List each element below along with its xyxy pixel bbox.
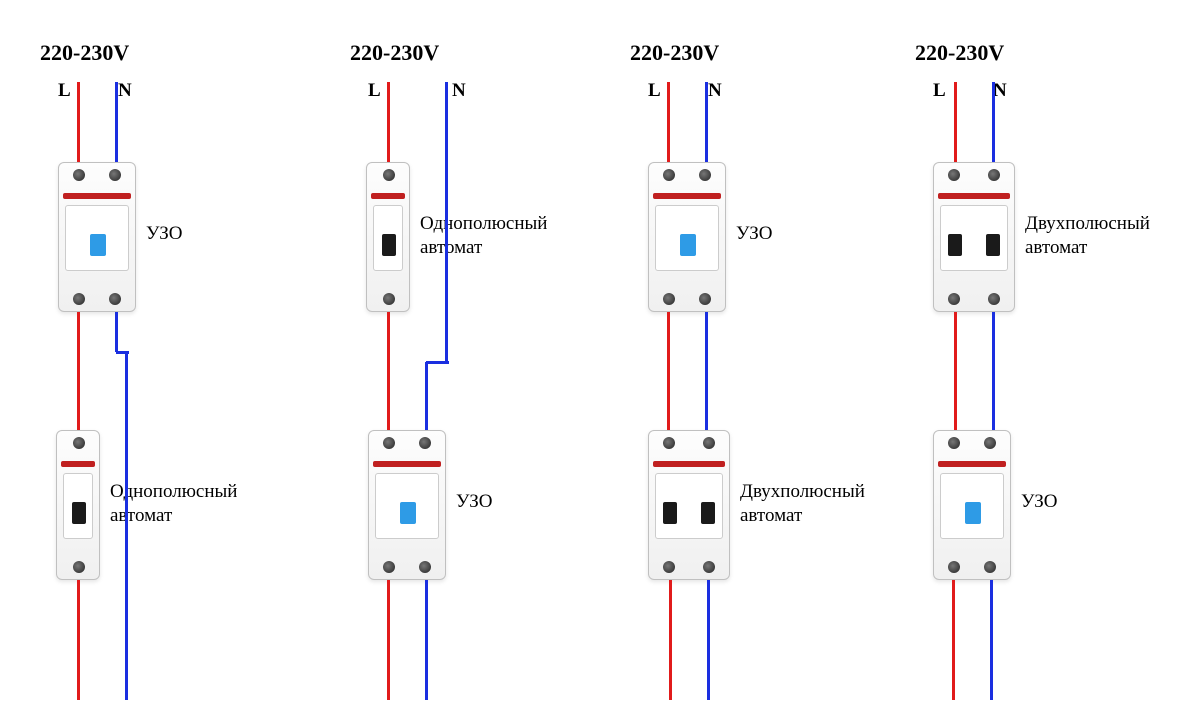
voltage-label: 220-230V	[350, 40, 439, 66]
wiring-scheme-2: 220-230V L N Однополюсный автомат УЗО	[330, 40, 620, 700]
bottom-device-label: Однополюсный автомат	[110, 480, 237, 528]
wire-N-mid	[992, 312, 995, 430]
wire-L-in	[954, 82, 957, 162]
top-device-label: УЗО	[736, 222, 772, 246]
wire-N-out	[425, 580, 428, 700]
wire-L-mid	[954, 312, 957, 430]
wire-L-in	[77, 82, 80, 162]
wire-N-in	[705, 82, 708, 162]
wire-L-out	[952, 580, 955, 700]
wire-L-out	[387, 580, 390, 700]
wire-N-mid	[705, 312, 708, 430]
mcb-2p-device	[648, 430, 730, 580]
wire-L-out	[669, 580, 672, 700]
bottom-device-label: Двухполюсный автомат	[740, 480, 865, 528]
rcd-lever	[400, 502, 416, 524]
mcb-lever	[72, 502, 86, 524]
wire-L-out	[77, 580, 80, 700]
rcd-device	[368, 430, 446, 580]
wire-N-into-uzo	[425, 362, 428, 430]
terminal-L-label: L	[648, 80, 661, 102]
top-device-label: УЗО	[146, 222, 182, 246]
mcb-lever	[382, 234, 396, 256]
mcb-1p-device	[366, 162, 410, 312]
wire-N-in	[115, 82, 118, 162]
voltage-label: 220-230V	[630, 40, 719, 66]
terminal-L-label: L	[368, 80, 381, 102]
terminal-N-label: N	[993, 80, 1007, 102]
rcd-lever	[965, 502, 981, 524]
wire-N-out	[707, 580, 710, 700]
wire-N-jog	[426, 361, 449, 364]
rcd-device	[933, 430, 1011, 580]
wire-N-in	[992, 82, 995, 162]
wire-N-mid1	[115, 312, 118, 352]
bottom-device-label: УЗО	[1021, 490, 1057, 514]
rcd-device	[648, 162, 726, 312]
top-device-label: Однополюсный автомат	[420, 212, 547, 260]
wiring-scheme-3: 220-230V L N УЗО Двухполюсный автомат	[610, 40, 900, 700]
wire-L-mid	[387, 312, 390, 430]
top-device-label: Двухполюсный автомат	[1025, 212, 1150, 260]
rcd-device	[58, 162, 136, 312]
rcd-lever	[680, 234, 696, 256]
wire-L-mid	[667, 312, 670, 430]
wiring-scheme-4: 220-230V L N Двухполюсный автомат УЗО	[895, 40, 1185, 700]
terminal-L-label: L	[58, 80, 71, 102]
wire-N-bypass	[125, 352, 128, 700]
rcd-lever	[90, 234, 106, 256]
wire-L-mid	[77, 312, 80, 430]
wire-L-in	[387, 82, 390, 162]
terminal-N-label: N	[118, 80, 132, 102]
bottom-device-label: УЗО	[456, 490, 492, 514]
wiring-scheme-1: 220-230V L N УЗО Однополюсный автомат	[20, 40, 310, 700]
terminal-N-label: N	[452, 80, 466, 102]
mcb-1p-device	[56, 430, 100, 580]
terminal-N-label: N	[708, 80, 722, 102]
voltage-label: 220-230V	[915, 40, 1004, 66]
voltage-label: 220-230V	[40, 40, 129, 66]
wire-L-in	[667, 82, 670, 162]
wire-N-in	[445, 82, 448, 362]
terminal-L-label: L	[933, 80, 946, 102]
mcb-2p-device	[933, 162, 1015, 312]
wire-N-out	[990, 580, 993, 700]
